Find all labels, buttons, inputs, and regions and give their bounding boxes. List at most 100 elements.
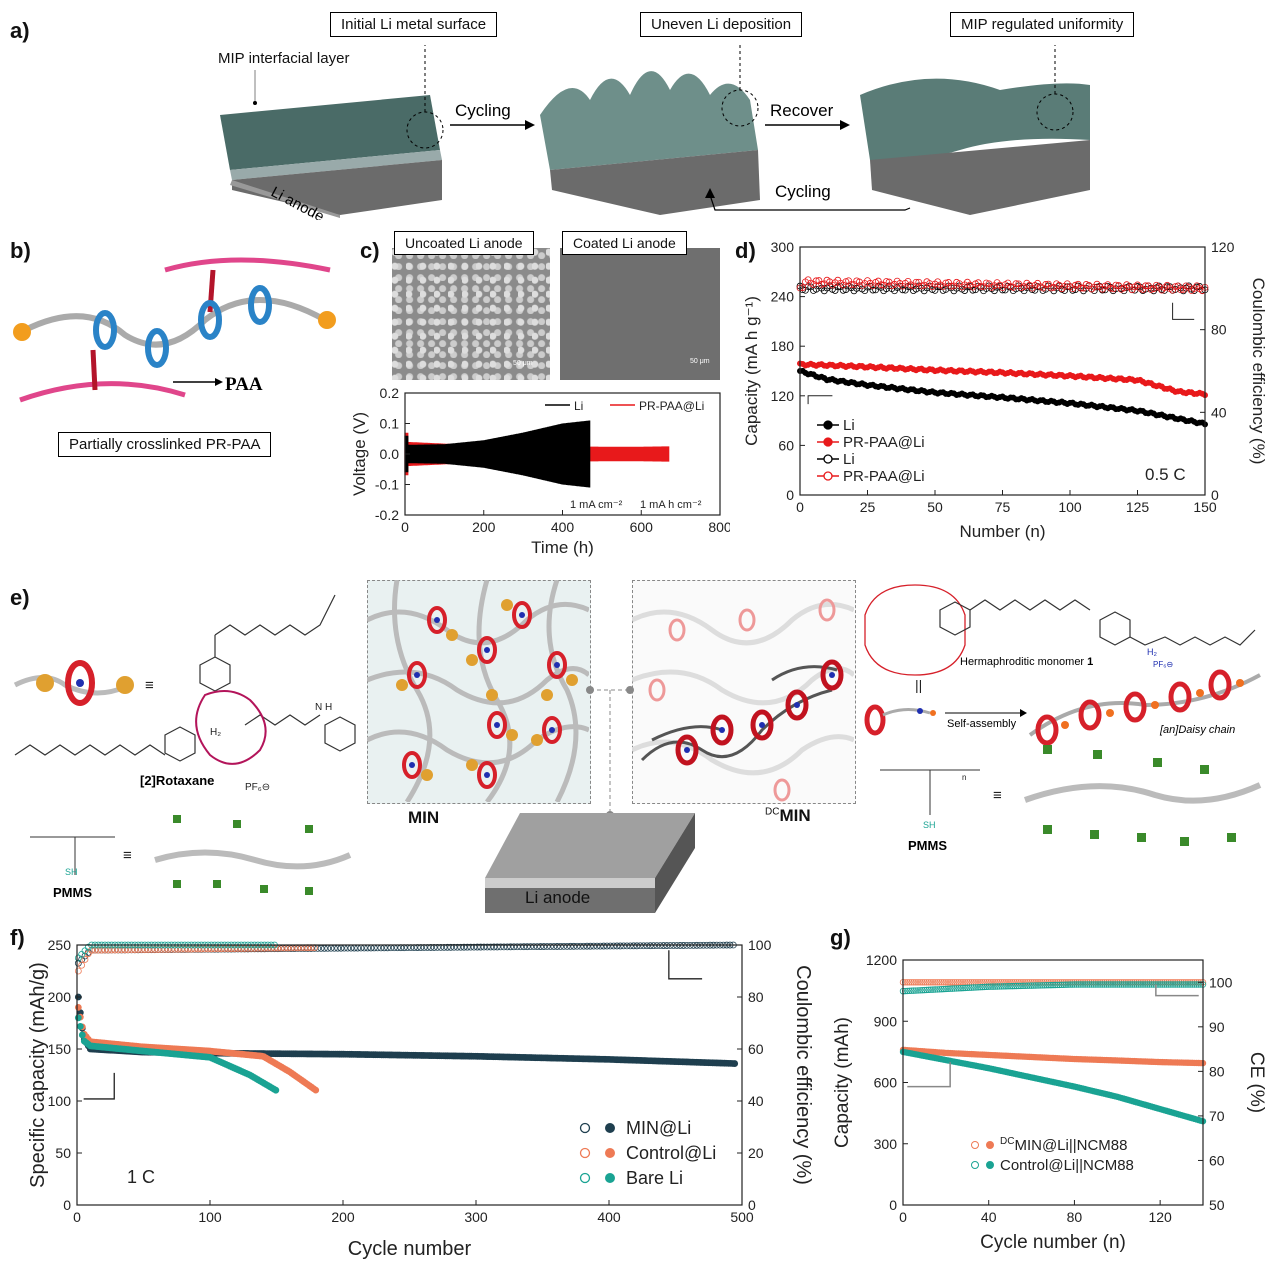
f-point <box>187 945 195 953</box>
chart-g-fullcell: 0 40 80 120030060090012005060708090100Cycle… <box>832 952 1265 1253</box>
g-point <box>1084 981 1091 988</box>
f-ytick-label: 50 <box>55 1145 71 1161</box>
self-assembly-label: Self-assembly <box>947 718 1017 730</box>
f-ytick-label: 0 <box>63 1197 71 1213</box>
g-point <box>910 987 917 994</box>
f-point <box>81 956 89 963</box>
g-point <box>1141 981 1149 988</box>
f-point <box>523 943 531 951</box>
f-point <box>124 946 132 954</box>
g-point <box>1017 982 1025 990</box>
f-point <box>108 946 115 954</box>
f-point <box>477 943 485 951</box>
g-point <box>1021 982 1029 989</box>
f-point <box>111 946 119 954</box>
d-arrow-left <box>807 395 833 405</box>
f-legend-marker-filled <box>605 1148 615 1158</box>
g-legend-marker-filled <box>986 1161 994 1169</box>
g-point <box>1178 981 1185 988</box>
d-ytick-label: 0 <box>786 487 794 503</box>
f-rate: 1 C <box>127 1167 155 1187</box>
g-point <box>974 984 982 991</box>
d-xtick-label: 50 <box>927 499 943 515</box>
d-xtick-label: 125 <box>1126 499 1150 515</box>
f-point <box>91 946 99 954</box>
g-point <box>1060 981 1067 988</box>
min-label: MIN <box>408 808 440 827</box>
c-legend-label-li: Li <box>574 399 583 413</box>
g-point <box>1184 981 1192 988</box>
g-xtick-label: 40 <box>981 1209 997 1225</box>
box-mip-uniformity: MIP regulated uniformity <box>950 12 1135 37</box>
g-point <box>955 985 962 992</box>
d-point <box>842 278 850 286</box>
g-y2label: CE (%) <box>1246 1052 1265 1113</box>
f-point <box>520 943 528 951</box>
d-point <box>839 286 847 294</box>
f-legend-marker-filled <box>605 1173 615 1183</box>
g-point <box>923 979 930 986</box>
connector-lines <box>586 686 634 819</box>
monomer-text: Hermaphroditic monomer <box>960 656 1084 668</box>
f-series-1-control-li-left <box>74 1004 320 1094</box>
f-point <box>101 946 109 954</box>
f-point <box>573 942 581 950</box>
f-point <box>586 942 594 950</box>
f-point <box>207 945 215 953</box>
f-point <box>596 942 604 950</box>
g-point <box>916 987 924 994</box>
g-point <box>1165 981 1172 988</box>
g-point <box>1182 981 1190 988</box>
g-point <box>1030 979 1037 986</box>
d-point <box>1012 280 1020 288</box>
paa-label: PAA <box>225 374 263 395</box>
f-point <box>623 942 631 950</box>
g-point <box>944 979 952 986</box>
f-point <box>626 942 634 950</box>
g-point <box>1174 981 1181 988</box>
f-xlabel: Cycle number <box>348 1238 472 1260</box>
d2-ytick-label: 40 <box>1211 404 1227 420</box>
g-point <box>908 987 915 994</box>
g-point <box>959 984 967 992</box>
g-point <box>938 979 945 986</box>
f-point <box>537 943 544 950</box>
g-point <box>972 984 980 991</box>
g-point <box>906 979 913 986</box>
c-xtick-label: 800 <box>708 519 730 535</box>
g-point <box>1193 981 1200 988</box>
g-point <box>1009 979 1016 986</box>
block3-side <box>870 140 1090 215</box>
f-point <box>194 945 202 953</box>
d2-ytick-label: 120 <box>1211 239 1235 255</box>
g-point <box>1051 981 1059 989</box>
dcmin-network-box <box>632 580 856 804</box>
f-ytick-label: 100 <box>48 1093 72 1109</box>
f-point <box>78 961 86 969</box>
f-point <box>643 942 651 950</box>
g-point <box>1000 983 1007 990</box>
g-point <box>1026 982 1033 989</box>
sem-uncoated <box>392 248 550 380</box>
g-point <box>1129 981 1136 988</box>
g-point <box>1013 979 1020 986</box>
g-point <box>931 986 939 993</box>
g-point <box>951 979 958 986</box>
f-point <box>460 943 468 951</box>
g-point <box>901 987 909 995</box>
f-point <box>633 942 641 950</box>
f-point <box>118 946 125 954</box>
li-anode-label-e: Li anode <box>525 888 591 907</box>
g-point <box>1073 981 1080 988</box>
g-point <box>968 984 975 991</box>
g-point <box>1011 982 1018 990</box>
f-point <box>590 942 598 950</box>
f-point <box>197 945 205 953</box>
g-point <box>1024 979 1031 986</box>
f-xtick-label: 300 <box>464 1209 488 1225</box>
d-legend-marker <box>823 471 833 481</box>
g-point <box>1043 982 1050 989</box>
f-point <box>272 1086 280 1094</box>
f-point <box>444 943 451 951</box>
g-point <box>976 983 984 991</box>
